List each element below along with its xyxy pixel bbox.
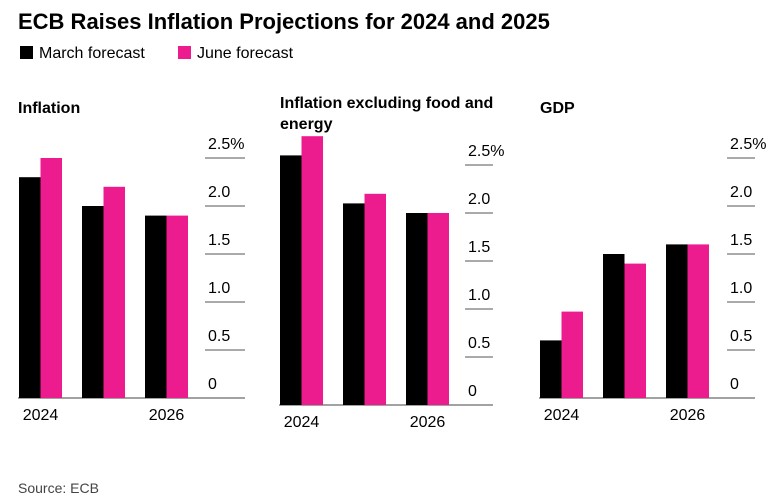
- x-tick-label: 2026: [410, 414, 446, 431]
- bar: [364, 193, 386, 405]
- legend-swatch: [20, 46, 33, 59]
- bar: [343, 203, 365, 405]
- y-tick-label: 2.5%: [730, 136, 766, 153]
- legend-label: March forecast: [39, 45, 145, 62]
- x-tick-label: 2024: [544, 407, 580, 424]
- x-tick-label: 2024: [284, 414, 320, 431]
- legend-swatch: [178, 46, 191, 59]
- panel-title: Inflation excluding food and energy: [280, 95, 494, 133]
- x-tick-label: 2024: [23, 407, 59, 424]
- panel-title: GDP: [540, 100, 575, 117]
- bar: [301, 136, 323, 405]
- y-tick-label: 0: [468, 383, 477, 400]
- bar: [687, 244, 709, 398]
- y-tick-label: 2.0: [730, 184, 752, 201]
- y-tick-label: 2.0: [468, 191, 490, 208]
- bar: [561, 311, 583, 398]
- bar: [166, 215, 188, 398]
- bar: [427, 213, 449, 405]
- y-tick-label: 1.0: [208, 280, 230, 297]
- bar: [40, 158, 62, 398]
- y-tick-label: 1.5: [468, 239, 490, 256]
- y-tick-label: 0.5: [468, 335, 490, 352]
- y-tick-label: 2.5%: [208, 136, 244, 153]
- page-title: ECB Raises Inflation Projections for 202…: [18, 9, 550, 34]
- y-tick-label: 0.5: [208, 328, 230, 345]
- bar: [280, 155, 302, 405]
- y-tick-label: 0.5: [730, 328, 752, 345]
- panel-title: Inflation: [18, 100, 81, 117]
- y-tick-label: 1.5: [730, 232, 752, 249]
- bar: [19, 177, 41, 398]
- legend-label: June forecast: [197, 45, 294, 62]
- bar: [603, 254, 625, 398]
- y-tick-label: 1.0: [730, 280, 752, 297]
- bar: [624, 263, 646, 398]
- y-tick-label: 2.0: [208, 184, 230, 201]
- x-tick-label: 2026: [149, 407, 185, 424]
- bar: [540, 340, 562, 398]
- y-tick-label: 1.0: [468, 287, 490, 304]
- bar: [82, 206, 104, 398]
- bar: [666, 244, 688, 398]
- x-tick-label: 2026: [670, 407, 706, 424]
- source: Source: ECB: [18, 480, 99, 496]
- bar: [145, 215, 167, 398]
- y-tick-label: 0: [208, 376, 217, 393]
- bar: [406, 213, 428, 405]
- bar: [103, 186, 125, 398]
- y-tick-label: 1.5: [208, 232, 230, 249]
- y-tick-label: 0: [730, 376, 739, 393]
- y-tick-label: 2.5%: [468, 143, 504, 160]
